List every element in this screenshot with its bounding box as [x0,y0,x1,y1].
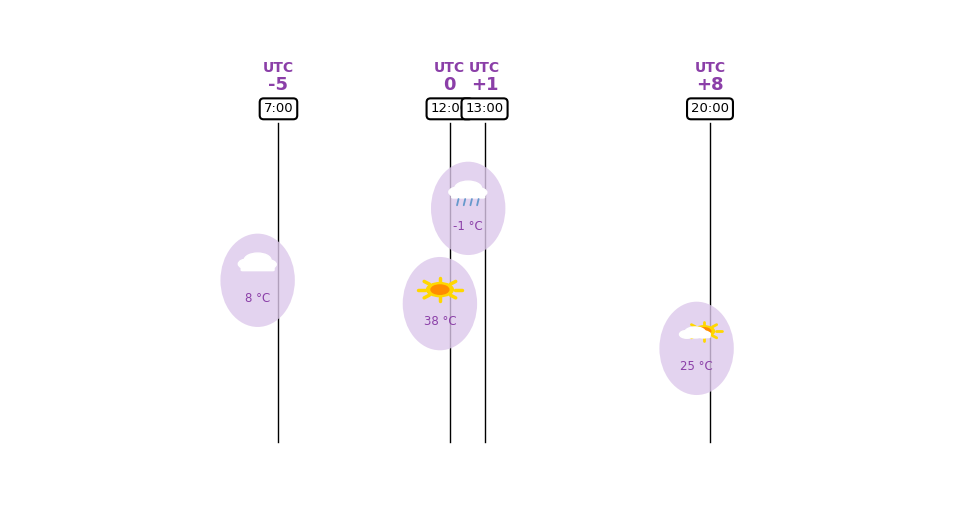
Text: UTC: UTC [263,62,294,75]
Circle shape [238,259,257,269]
Text: 25 °C: 25 °C [681,360,713,373]
Ellipse shape [403,257,477,350]
Circle shape [426,283,453,296]
Text: 7:00: 7:00 [264,103,294,115]
Text: 0: 0 [444,76,456,94]
Text: -5: -5 [269,76,288,94]
Text: UTC: UTC [469,62,500,75]
Circle shape [449,187,468,197]
FancyBboxPatch shape [451,191,486,198]
Circle shape [694,326,714,337]
Circle shape [697,331,710,338]
Text: 12:00: 12:00 [430,103,468,115]
Text: 8 °C: 8 °C [245,291,271,305]
Text: UTC: UTC [694,62,726,75]
Circle shape [244,253,271,267]
Circle shape [455,181,482,195]
FancyBboxPatch shape [241,264,275,271]
Text: 13:00: 13:00 [466,103,504,115]
Ellipse shape [431,162,505,255]
Text: 20:00: 20:00 [691,103,729,115]
Circle shape [431,285,449,294]
Circle shape [684,327,706,338]
Text: -1 °C: -1 °C [453,220,483,233]
Circle shape [680,330,694,338]
Text: UTC: UTC [434,62,466,75]
Text: +8: +8 [696,76,724,94]
Circle shape [697,328,710,335]
Ellipse shape [660,301,733,395]
Ellipse shape [221,234,295,327]
FancyBboxPatch shape [683,332,710,338]
Circle shape [258,260,276,269]
Text: 38 °C: 38 °C [423,315,456,328]
Text: +1: +1 [470,76,498,94]
Circle shape [468,188,487,197]
